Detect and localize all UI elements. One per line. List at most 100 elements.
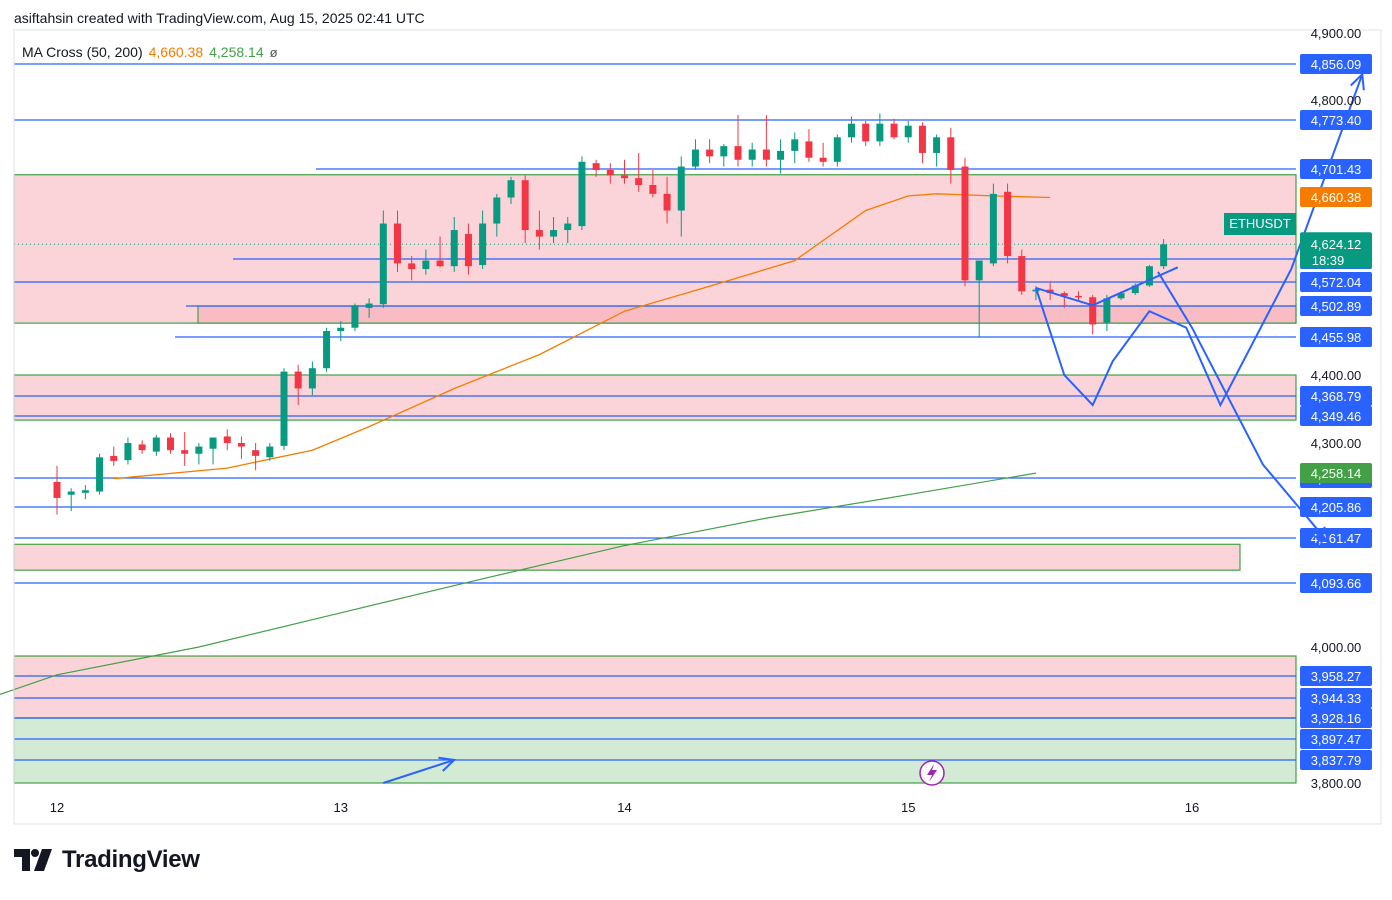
x-tick-label-4: 16 xyxy=(1185,800,1199,815)
ma50-value: 4,660.38 xyxy=(148,44,204,60)
price-chart[interactable]: 4,856.094,773.404,701.434,612.764,572.04… xyxy=(0,0,1392,830)
candle-body-42 xyxy=(649,184,657,194)
candle-body-35 xyxy=(550,230,558,237)
level-tag-0 xyxy=(1300,54,1372,74)
candle-body-0 xyxy=(53,481,61,498)
chart-frame xyxy=(13,29,1382,825)
projection-paths xyxy=(382,72,1365,784)
visibility-icon[interactable]: ø xyxy=(269,45,278,60)
candle-body-63 xyxy=(947,137,955,170)
level-label-15: 3,928.16 xyxy=(1311,711,1362,726)
level-label-2: 4,701.43 xyxy=(1311,162,1362,177)
candle-body-75 xyxy=(1117,293,1125,299)
x-tick-label-3: 15 xyxy=(901,800,915,815)
candle-body-10 xyxy=(195,446,203,454)
y-tick-label-4: 4,000.00 xyxy=(1311,640,1362,655)
level-tag-11 xyxy=(1300,528,1372,548)
candle-body-46 xyxy=(706,149,714,157)
price-tag-0 xyxy=(1300,187,1372,207)
candle-body-78 xyxy=(1160,244,1168,267)
candle-body-21 xyxy=(351,305,359,328)
candle-body-56 xyxy=(848,123,855,138)
candle-body-15 xyxy=(266,446,274,458)
candle-body-44 xyxy=(677,166,685,211)
projection-arrowhead-2 xyxy=(1313,526,1330,545)
level-tag-15 xyxy=(1300,708,1372,728)
candle-body-34 xyxy=(535,230,543,237)
candle-body-37 xyxy=(578,161,586,227)
indicator-legend[interactable]: MA Cross (50, 200) 4,660.38 4,258.14 ø xyxy=(22,44,278,60)
projection-path-0 xyxy=(1035,266,1179,307)
level-label-7: 4,368.79 xyxy=(1311,389,1362,404)
candle-body-1 xyxy=(67,491,75,495)
candle-body-57 xyxy=(862,123,870,142)
level-label-4: 4,572.04 xyxy=(1311,275,1362,290)
candle-body-64 xyxy=(961,166,969,281)
candle-body-61 xyxy=(918,125,926,153)
level-tag-12 xyxy=(1300,573,1372,593)
level-tag-10 xyxy=(1300,497,1372,517)
level-label-1: 4,773.40 xyxy=(1311,113,1362,128)
moving-averages xyxy=(0,193,1051,696)
level-label-17: 3,837.79 xyxy=(1311,753,1362,768)
zone-2 xyxy=(13,374,1297,421)
projection-arrowhead-3 xyxy=(438,756,457,772)
candle-body-43 xyxy=(663,193,671,211)
candle-body-29 xyxy=(464,233,472,267)
tradingview-logo[interactable]: TradingView xyxy=(14,846,200,874)
projection-arrowhead-1 xyxy=(1350,72,1365,91)
projection-path-3 xyxy=(382,758,455,784)
level-tag-17 xyxy=(1300,750,1372,770)
candle-body-23 xyxy=(379,223,387,305)
candle-body-4 xyxy=(110,455,118,461)
zone-3 xyxy=(13,543,1241,571)
candle-body-32 xyxy=(507,180,515,198)
candle-body-19 xyxy=(323,331,331,369)
y-tick-label-0: 4,900.00 xyxy=(1311,26,1362,41)
candle-body-71 xyxy=(1060,293,1068,296)
level-label-8: 4,349.46 xyxy=(1311,409,1362,424)
candle-body-40 xyxy=(621,175,628,179)
level-tag-1 xyxy=(1300,110,1372,130)
zone-1 xyxy=(197,305,1297,324)
candle-body-12 xyxy=(223,436,231,443)
level-label-12: 4,093.66 xyxy=(1311,576,1362,591)
level-label-6: 4,455.98 xyxy=(1311,330,1362,345)
candle-body-55 xyxy=(833,137,841,162)
candle-body-68 xyxy=(1018,256,1026,292)
level-tag-16 xyxy=(1300,729,1372,749)
price-tag-label-0: 4,660.38 xyxy=(1311,190,1362,205)
lightning-icon[interactable] xyxy=(919,760,945,786)
level-tag-7 xyxy=(1300,386,1372,406)
level-label-0: 4,856.09 xyxy=(1311,57,1362,72)
y-tick-label-3: 4,300.00 xyxy=(1311,436,1362,451)
price-tag-label-1: 4,624.12 xyxy=(1311,237,1362,252)
zone-4 xyxy=(13,655,1297,719)
candle-body-67 xyxy=(1004,191,1012,257)
level-tag-4 xyxy=(1300,272,1372,292)
price-tag-2 xyxy=(1300,462,1372,483)
candle-body-20 xyxy=(337,327,345,332)
candle-body-59 xyxy=(890,123,898,138)
candle-body-7 xyxy=(152,437,160,452)
level-tag-6 xyxy=(1300,327,1372,347)
candle-body-48 xyxy=(734,146,742,160)
level-tag-8 xyxy=(1300,406,1372,426)
candle-body-62 xyxy=(933,137,941,153)
axes: 4,900.00 4,800.00 4,400.00 4,300.00 4,000.00… xyxy=(13,26,1382,825)
candle-body-72 xyxy=(1075,295,1082,298)
candle-body-52 xyxy=(791,139,799,151)
candle-body-17 xyxy=(294,371,302,389)
candle-body-5 xyxy=(124,443,132,461)
candle-body-54 xyxy=(819,157,827,162)
price-tag-label-2: 4,258.14 xyxy=(1311,466,1362,481)
level-tag-2 xyxy=(1300,159,1372,179)
candles xyxy=(53,113,1168,515)
candle-body-8 xyxy=(167,437,174,451)
y-tick-label-5: 3,800.00 xyxy=(1311,776,1362,791)
ticker-symbol-badge: ETHUSDT xyxy=(1224,213,1296,235)
candle-body-33 xyxy=(521,180,529,231)
candle-body-58 xyxy=(876,123,884,142)
candle-body-6 xyxy=(138,444,146,451)
